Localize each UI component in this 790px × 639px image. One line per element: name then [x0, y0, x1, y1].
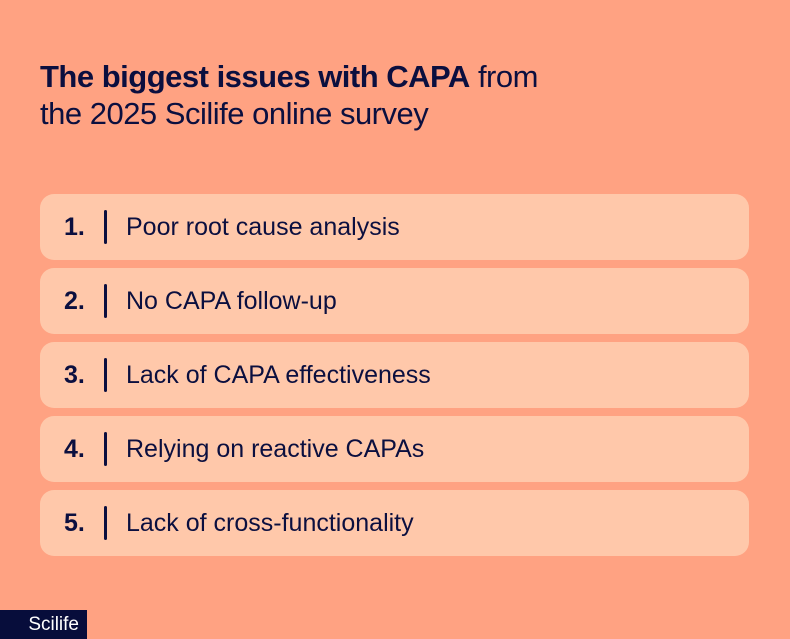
item-number: 1. — [64, 212, 85, 241]
item-label: Lack of cross-functionality — [126, 508, 414, 537]
list-item: 5. Lack of cross-functionality — [40, 490, 749, 556]
issues-list: 1. Poor root cause analysis 2. No CAPA fol… — [40, 194, 749, 564]
page-title: The biggest issues with CAPA from the 20… — [40, 58, 538, 132]
divider — [104, 358, 107, 392]
item-number: 5. — [64, 508, 85, 537]
list-item: 3. Lack of CAPA effectiveness — [40, 342, 749, 408]
title-line2: the 2025 Scilife online survey — [40, 96, 429, 131]
divider — [104, 284, 107, 318]
item-number: 3. — [64, 360, 85, 389]
item-label: Poor root cause analysis — [126, 212, 400, 241]
item-number: 4. — [64, 434, 85, 463]
title-bold: The biggest issues with CAPA — [40, 59, 470, 94]
item-number: 2. — [64, 286, 85, 315]
divider — [104, 506, 107, 540]
list-item: 2. No CAPA follow-up — [40, 268, 749, 334]
list-item: 4. Relying on reactive CAPAs — [40, 416, 749, 482]
divider — [104, 432, 107, 466]
item-label: Lack of CAPA effectiveness — [126, 360, 431, 389]
divider — [104, 210, 107, 244]
scilife-logo: Scilife — [0, 610, 87, 639]
title-rest: from — [469, 59, 539, 94]
item-label: No CAPA follow-up — [126, 286, 337, 315]
item-label: Relying on reactive CAPAs — [126, 434, 425, 463]
list-item: 1. Poor root cause analysis — [40, 194, 749, 260]
